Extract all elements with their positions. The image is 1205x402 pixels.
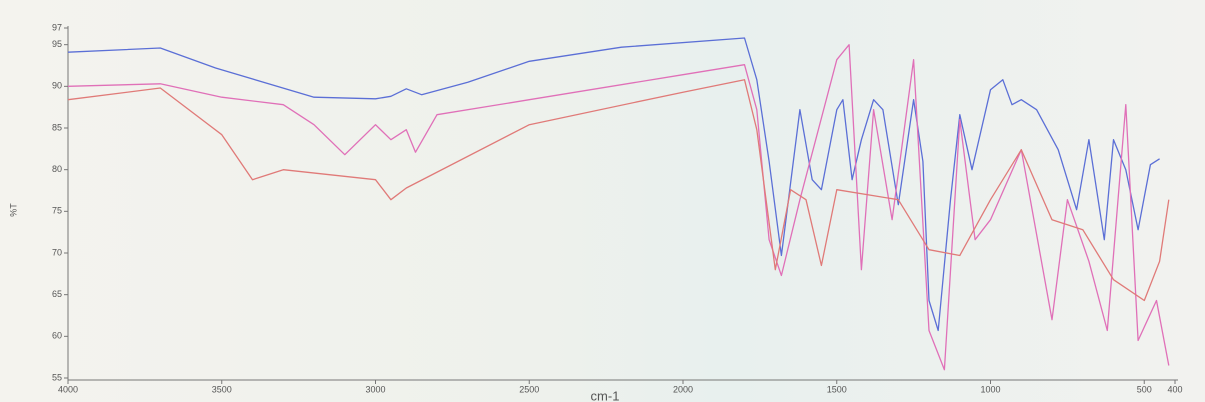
x-tick-label: 2500 bbox=[519, 384, 539, 394]
x-tick-label: 3000 bbox=[365, 384, 385, 394]
x-tick-label: 1000 bbox=[980, 384, 1000, 394]
y-tick-label: 97 bbox=[52, 22, 62, 32]
spectrum-line bbox=[67, 37, 1160, 332]
x-axis-label: cm-1 bbox=[591, 388, 620, 402]
y-axis-label: %T bbox=[8, 203, 18, 217]
x-tick-label: 1500 bbox=[827, 384, 847, 394]
x-tick-label: 400 bbox=[1167, 384, 1182, 394]
x-tick-label: 3500 bbox=[212, 384, 232, 394]
y-tick-label: 60 bbox=[52, 331, 62, 341]
y-tick-label: 95 bbox=[52, 39, 62, 49]
y-tick-label: 70 bbox=[52, 247, 62, 257]
spectrum-line bbox=[67, 79, 1170, 302]
x-tick-label: 4000 bbox=[58, 384, 78, 394]
y-tick-label: 55 bbox=[52, 372, 62, 382]
y-tick-label: 80 bbox=[52, 164, 62, 174]
x-tick-label: 500 bbox=[1137, 384, 1152, 394]
y-tick-label: 75 bbox=[52, 206, 62, 216]
y-tick-label: 65 bbox=[52, 289, 62, 299]
spectrum-line bbox=[67, 44, 1170, 371]
y-tick-label: 90 bbox=[52, 81, 62, 91]
y-tick-label: 85 bbox=[52, 122, 62, 132]
x-tick-label: 2000 bbox=[673, 384, 693, 394]
